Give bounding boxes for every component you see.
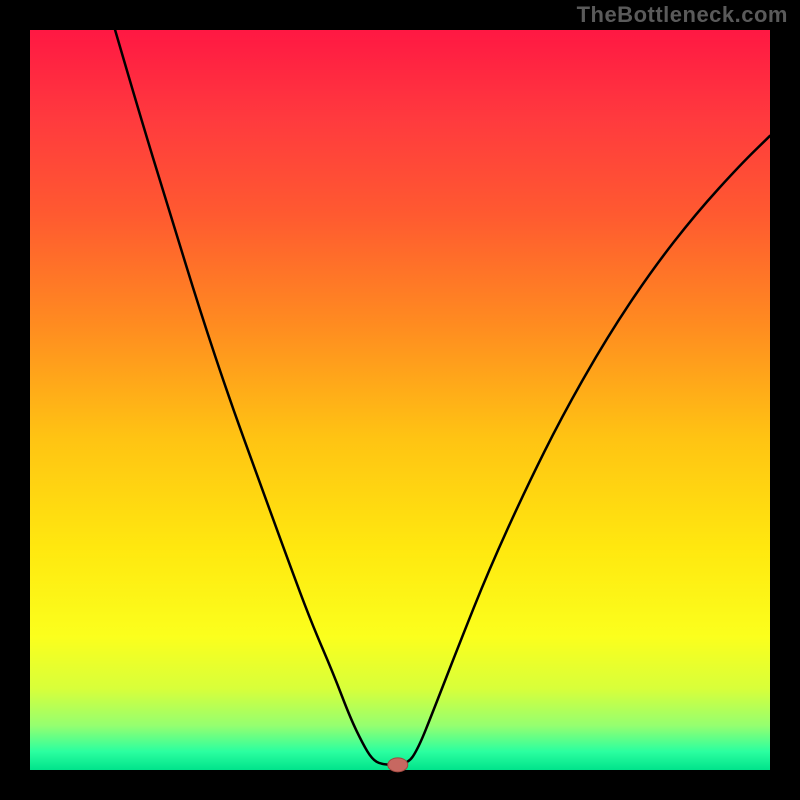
optimal-point-marker — [388, 758, 408, 772]
bottleneck-chart — [0, 0, 800, 800]
chart-container: TheBottleneck.com — [0, 0, 800, 800]
watermark-text: TheBottleneck.com — [577, 2, 788, 28]
chart-plot-area — [30, 30, 770, 770]
